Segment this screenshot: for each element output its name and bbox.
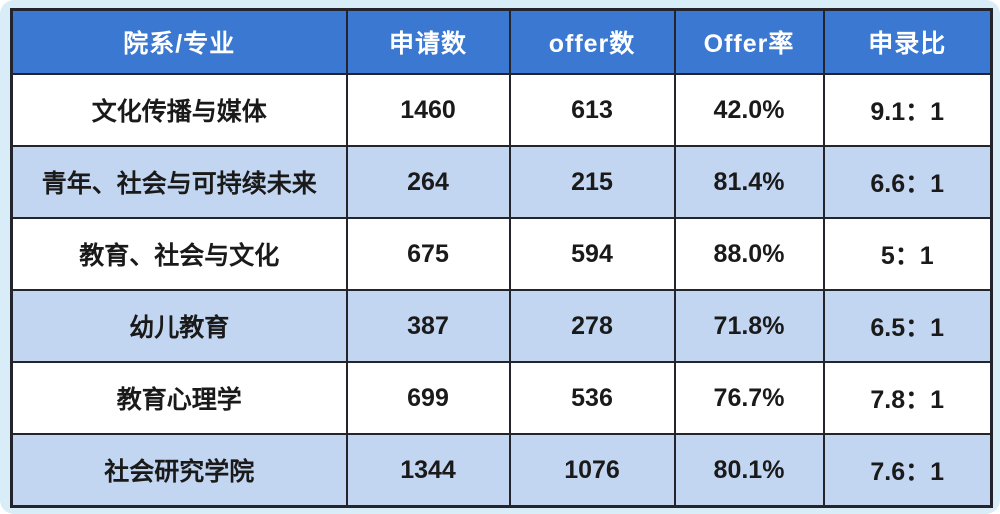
cell-offers: 1076 (508, 433, 676, 508)
cell-offer-rate: 80.1% (673, 433, 825, 508)
column-header-offer-rate: Offer率 (673, 8, 825, 75)
cell-offer-rate: 42.0% (673, 73, 825, 147)
cell-ratio: 6.5：1 (822, 289, 993, 363)
column-header-ratio: 申录比 (822, 8, 993, 75)
column-header-applications: 申请数 (345, 8, 511, 75)
cell-offers: 594 (508, 217, 676, 291)
table-row: 教育心理学 699 536 76.7% 7.8：1 (10, 361, 993, 435)
cell-department: 教育心理学 (10, 361, 348, 435)
cell-offer-rate: 76.7% (673, 361, 825, 435)
cell-department: 幼儿教育 (10, 289, 348, 363)
cell-department: 社会研究学院 (10, 433, 348, 508)
cell-offers: 613 (508, 73, 676, 147)
cell-applications: 1344 (345, 433, 511, 508)
cell-department: 文化传播与媒体 (10, 73, 348, 147)
cell-applications: 264 (345, 145, 511, 219)
table-row: 文化传播与媒体 1460 613 42.0% 9.1：1 (10, 73, 993, 147)
cell-ratio: 9.1：1 (822, 73, 993, 147)
table-row: 青年、社会与可持续未来 264 215 81.4% 6.6：1 (10, 145, 993, 219)
cell-department: 教育、社会与文化 (10, 217, 348, 291)
cell-applications: 675 (345, 217, 511, 291)
column-header-offers: offer数 (508, 8, 676, 75)
table-row: 教育、社会与文化 675 594 88.0% 5：1 (10, 217, 993, 291)
cell-applications: 387 (345, 289, 511, 363)
cell-ratio: 7.8：1 (822, 361, 993, 435)
cell-ratio: 7.6：1 (822, 433, 993, 508)
cell-offer-rate: 71.8% (673, 289, 825, 363)
header-row: 院系/专业 申请数 offer数 Offer率 申录比 (10, 8, 993, 75)
cell-ratio: 6.6：1 (822, 145, 993, 219)
cell-offers: 536 (508, 361, 676, 435)
cell-offer-rate: 81.4% (673, 145, 825, 219)
cell-department: 青年、社会与可持续未来 (10, 145, 348, 219)
column-header-department: 院系/专业 (10, 8, 348, 75)
cell-offers: 215 (508, 145, 676, 219)
cell-ratio: 5：1 (822, 217, 993, 291)
admissions-table: 院系/专业 申请数 offer数 Offer率 申录比 文化传播与媒体 1460… (10, 8, 993, 508)
cell-applications: 1460 (345, 73, 511, 147)
cell-offer-rate: 88.0% (673, 217, 825, 291)
cell-offers: 278 (508, 289, 676, 363)
table-row: 幼儿教育 387 278 71.8% 6.5：1 (10, 289, 993, 363)
cell-applications: 699 (345, 361, 511, 435)
table-row: 社会研究学院 1344 1076 80.1% 7.6：1 (10, 433, 993, 508)
